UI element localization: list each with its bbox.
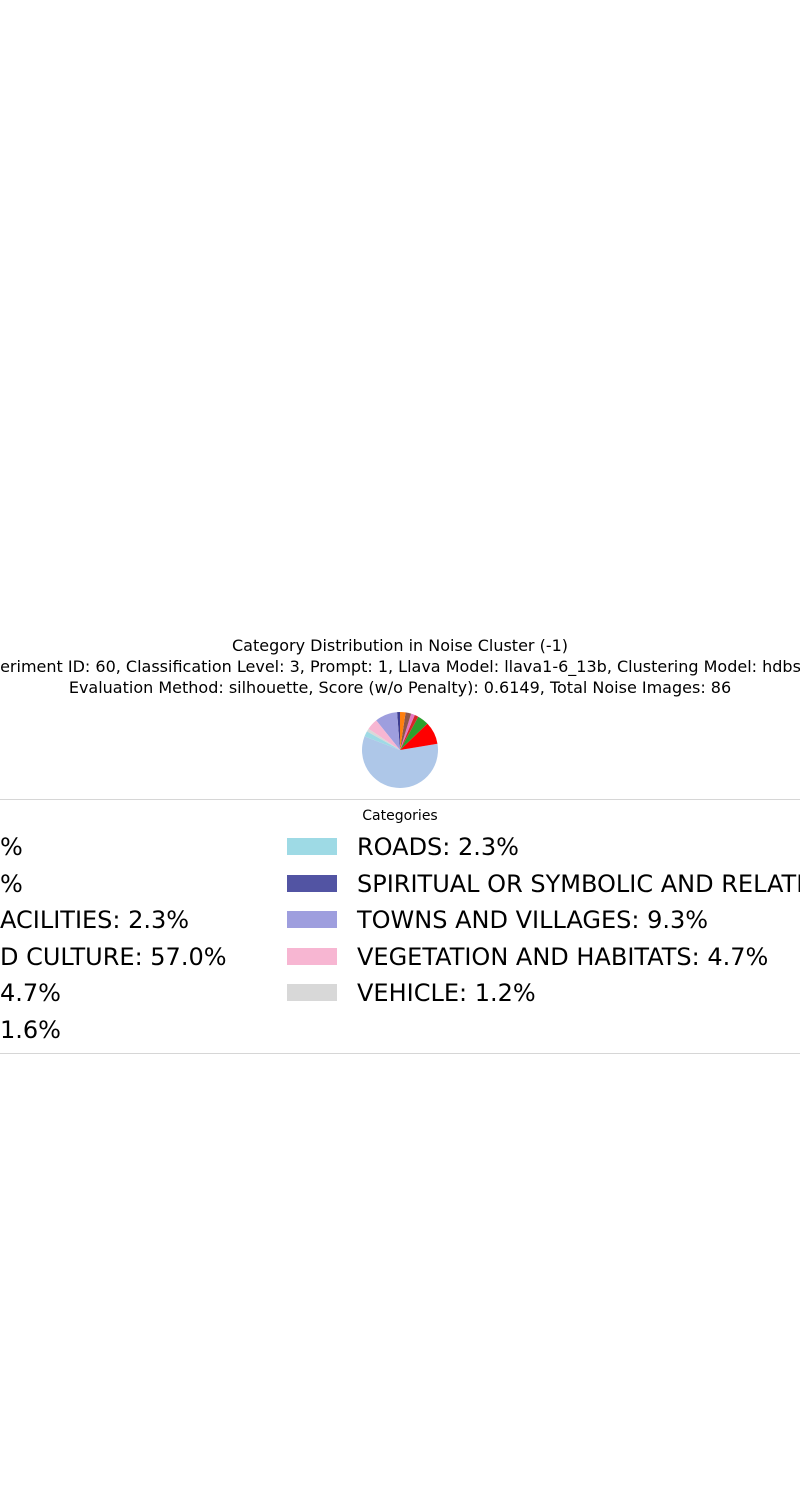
pie-slice-11 (400, 712, 406, 750)
legend-right-entry: VEGETATION AND HABITATS: 4.7% (357, 942, 769, 971)
pie-slice-3 (366, 728, 400, 750)
legend-left-entry: ACILITIES: 2.3% (0, 906, 190, 934)
legend-title: Categories (362, 808, 438, 824)
legend-frame (0, 799, 800, 1054)
legend-right-entry: SPIRITUAL OR SYMBOLIC AND RELATED: 1.2% (357, 869, 800, 898)
chart-subtitle-experiment: Experiment ID: 60, Classification Level:… (0, 657, 800, 676)
pie-slice-7 (400, 716, 428, 750)
pie-chart (362, 712, 439, 789)
pie-slice-6 (400, 723, 438, 750)
pie-slice-9 (400, 713, 415, 750)
pie-slice-2 (368, 720, 400, 750)
pie-slice-8 (400, 714, 419, 750)
pie-slice-10 (400, 712, 412, 750)
legend-left-entry: % (0, 833, 23, 861)
legend-left-entry: D CULTURE: 57.0% (0, 942, 227, 971)
chart-title: Category Distribution in Noise Cluster (… (231, 636, 569, 655)
pie-slice-4 (364, 731, 400, 750)
legend-swatch (287, 947, 337, 965)
legend-swatch (287, 911, 337, 928)
chart-subtitle-evaluation: Evaluation Method: silhouette, Score (w/… (68, 678, 732, 697)
pie-slice-5 (362, 736, 439, 789)
legend-left-entry: 1.6% (0, 1015, 61, 1044)
legend-swatch (287, 984, 337, 1001)
legend-left-entry: % (0, 869, 23, 898)
legend-right-entry: ROADS: 2.3% (357, 833, 519, 861)
legend-right-entry: VEHICLE: 1.2% (357, 979, 536, 1007)
legend-right-entry: TOWNS AND VILLAGES: 9.3% (357, 906, 709, 934)
pie-slice-1 (376, 712, 400, 750)
legend-swatch (287, 874, 337, 892)
legend-swatch (287, 838, 337, 855)
pie-slice-0 (397, 712, 400, 750)
legend-left-entry: 4.7% (0, 979, 61, 1007)
